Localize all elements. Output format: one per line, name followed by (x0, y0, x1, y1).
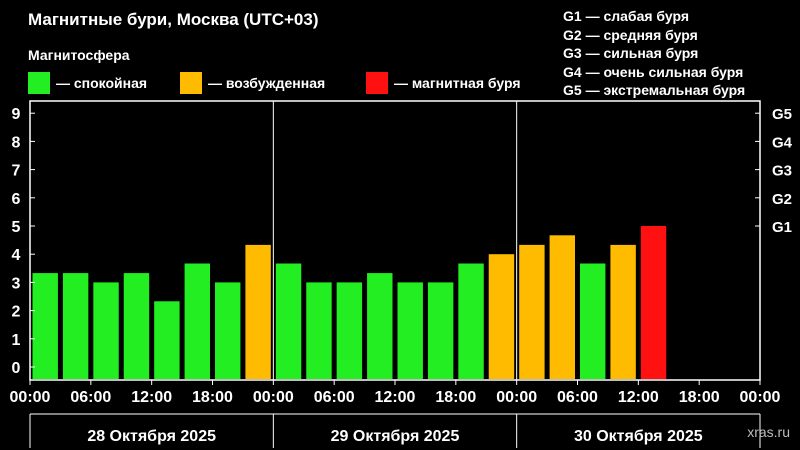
g-tick-label: G4 (772, 134, 793, 151)
legend-item-quiet: — спокойная (28, 72, 147, 94)
y-tick-label: 9 (12, 106, 21, 123)
scale-item-g5: G5 — экстремальная буря (563, 82, 746, 98)
scale-item-g4: G4 — очень сильная буря (563, 63, 744, 80)
legend-item-active: — возбужденная (180, 72, 325, 94)
kp-bar (610, 244, 636, 379)
kp-bar (154, 301, 180, 379)
storm-scale-list: G1 — слабая буря G2 — средняя буря G3 — … (563, 7, 745, 100)
kp-bar (336, 282, 363, 379)
kp-bar (184, 263, 210, 379)
y-tick-label: 6 (12, 191, 21, 208)
g-tick-label: G5 (772, 106, 792, 123)
kp-bar (275, 263, 302, 379)
x-tick-label: 18:00 (679, 389, 720, 406)
legend-label-active: — возбужденная (208, 75, 326, 91)
legend-swatch-active (180, 72, 202, 94)
y-tick-label: 3 (12, 275, 21, 292)
x-tick-label: 18:00 (435, 389, 476, 406)
legend-label-quiet: — спокойная (56, 75, 148, 91)
y-tick-label: 7 (12, 163, 21, 180)
x-tick-label: 12:00 (131, 389, 172, 406)
x-tick-label: 12:00 (618, 389, 659, 406)
legend-swatch-quiet (28, 72, 50, 94)
x-tick-label: 06:00 (314, 389, 355, 406)
x-tick-label: 06:00 (70, 389, 111, 406)
legend-label-storm: — магнитная буря (394, 75, 521, 91)
watermark: xras.ru (747, 424, 790, 440)
y-tick-label: 8 (12, 134, 21, 151)
kp-bar (519, 244, 545, 379)
scale-item-g1: G1 — слабая буря (563, 8, 690, 24)
y-tick-label: 2 (12, 304, 21, 321)
kp-bar (549, 235, 575, 379)
y-tick-label: 5 (12, 219, 21, 236)
g-tick-label: G3 (772, 163, 792, 180)
g-tick-label: G2 (772, 191, 792, 208)
kp-bar (93, 282, 119, 379)
x-tick-label: 00:00 (496, 389, 537, 406)
legend-swatch-storm (366, 72, 388, 94)
x-tick-label: 12:00 (375, 389, 416, 406)
kp-bar (306, 282, 332, 379)
y-tick-label: 1 (12, 332, 21, 349)
x-tick-label: 06:00 (557, 389, 598, 406)
kp-bar (488, 254, 515, 379)
magnetosphere-subtitle: Магнитосфера (28, 47, 130, 63)
x-tick-label: 00:00 (253, 389, 294, 406)
kp-bar (640, 226, 667, 379)
x-tick-label: 00:00 (740, 389, 781, 406)
kp-bar (367, 273, 393, 379)
kp-bar (580, 263, 606, 379)
y-tick-label: 4 (12, 247, 21, 264)
kp-bar (32, 273, 58, 379)
kp-bar (245, 244, 271, 379)
kp-bar (123, 273, 150, 379)
date-label: 29 Октября 2025 (331, 428, 460, 445)
legend-item-storm: — магнитная буря (366, 72, 521, 94)
x-tick-label: 00:00 (10, 389, 51, 406)
date-label: 30 Октября 2025 (574, 428, 703, 445)
scale-item-g3: G3 — сильная буря (563, 45, 699, 61)
g-tick-label: G1 (772, 219, 792, 236)
kp-bar (397, 282, 423, 379)
chart-title: Магнитные бури, Москва (UTC+03) (28, 10, 319, 29)
kp-bar (215, 282, 241, 379)
date-label: 28 Октября 2025 (87, 428, 216, 445)
kp-bar (458, 263, 484, 379)
kp-bar (427, 282, 454, 379)
scale-item-g2: G2 — средняя буря (563, 26, 698, 43)
kp-bar (62, 273, 89, 379)
y-tick-label: 0 (12, 360, 21, 377)
x-tick-label: 18:00 (192, 389, 233, 406)
